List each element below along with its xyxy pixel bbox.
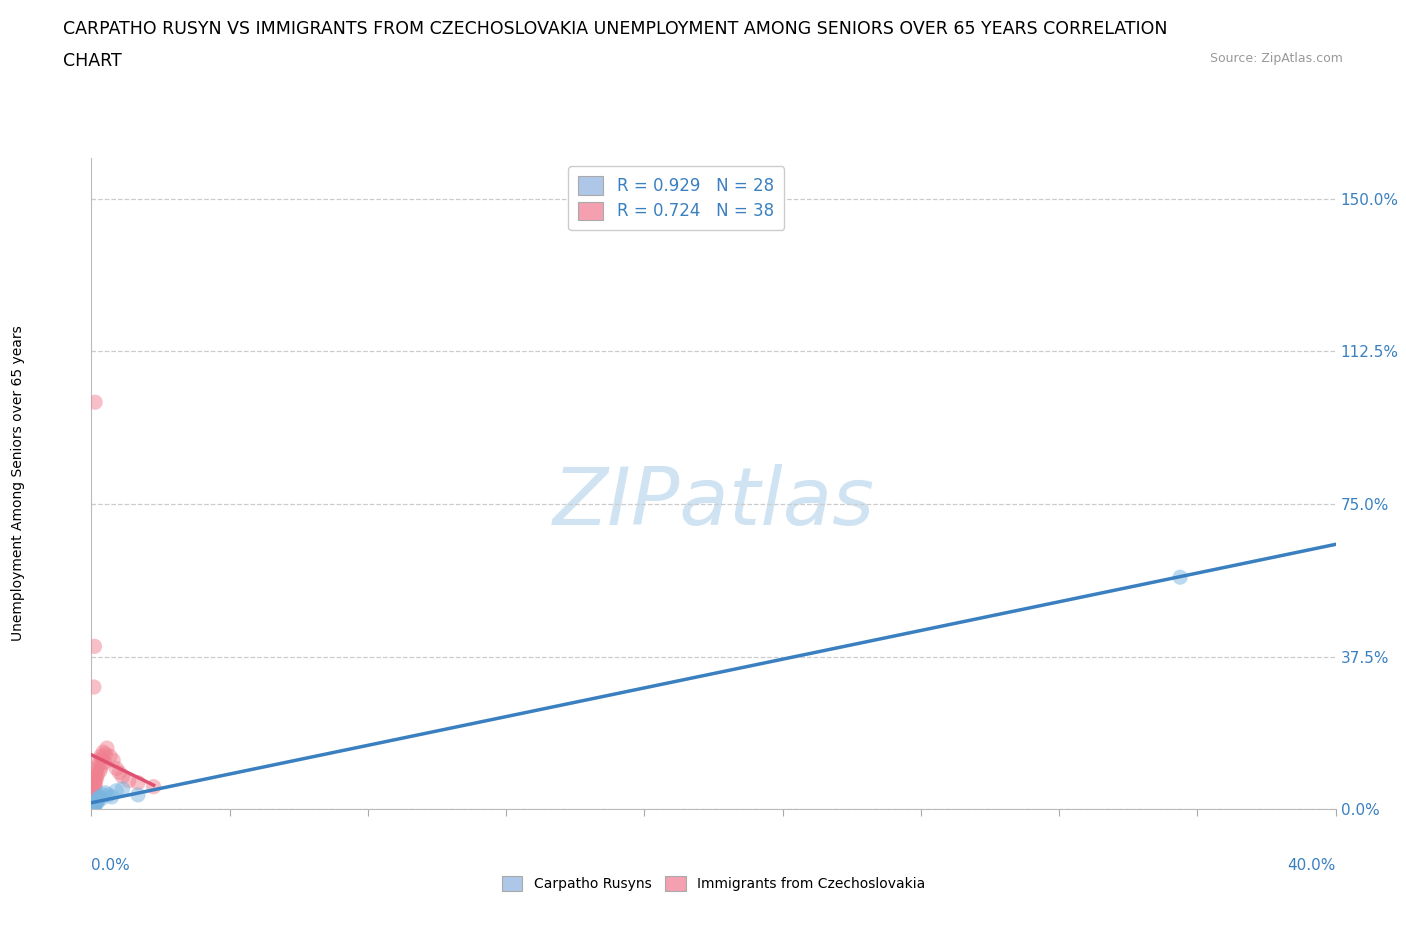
Point	[1168, 570, 1191, 585]
Point	[90, 791, 112, 806]
Point	[82, 795, 104, 810]
Point	[84, 795, 107, 810]
Point	[111, 781, 134, 796]
Point	[82, 799, 104, 814]
Point	[97, 788, 120, 803]
Point	[83, 783, 105, 798]
Point	[127, 788, 149, 803]
Point	[105, 761, 128, 776]
Point	[84, 394, 107, 409]
Legend: Carpatho Rusyns, Immigrants from Czechoslovakia: Carpatho Rusyns, Immigrants from Czechos…	[496, 870, 931, 897]
Point	[84, 796, 107, 811]
Point	[98, 749, 121, 764]
Point	[80, 798, 103, 813]
Point	[118, 773, 141, 788]
Point	[84, 793, 107, 808]
Point	[83, 797, 105, 812]
Point	[127, 776, 149, 790]
Point	[84, 769, 107, 784]
Point	[87, 753, 110, 768]
Point	[142, 779, 165, 794]
Point	[108, 765, 131, 780]
Point	[93, 755, 115, 770]
Point	[89, 790, 111, 804]
Point	[83, 798, 105, 813]
Text: 40.0%: 40.0%	[1288, 857, 1336, 873]
Text: CHART: CHART	[63, 52, 122, 70]
Point	[83, 798, 105, 813]
Point	[94, 747, 117, 762]
Point	[84, 777, 107, 792]
Text: Unemployment Among Seniors over 65 years: Unemployment Among Seniors over 65 years	[11, 326, 25, 642]
Point	[91, 788, 114, 803]
Point	[82, 800, 104, 815]
Point	[111, 769, 134, 784]
Point	[91, 745, 114, 760]
Point	[86, 761, 108, 776]
Point	[94, 785, 117, 800]
Text: CARPATHO RUSYN VS IMMIGRANTS FROM CZECHOSLOVAKIA UNEMPLOYMENT AMONG SENIORS OVER: CARPATHO RUSYN VS IMMIGRANTS FROM CZECHO…	[63, 20, 1168, 38]
Point	[82, 791, 104, 806]
Point	[82, 801, 104, 816]
Point	[80, 801, 103, 816]
Point	[83, 680, 105, 695]
Point	[82, 793, 104, 808]
Point	[90, 759, 112, 774]
Point	[90, 749, 112, 764]
Text: Source: ZipAtlas.com: Source: ZipAtlas.com	[1209, 52, 1343, 65]
Point	[83, 788, 105, 803]
Point	[83, 776, 105, 790]
Point	[86, 795, 108, 810]
Point	[82, 800, 104, 815]
Text: 0.0%: 0.0%	[91, 857, 131, 873]
Point	[83, 781, 105, 796]
Point	[86, 792, 108, 807]
Point	[91, 751, 114, 765]
Point	[82, 790, 104, 805]
Point	[89, 790, 111, 805]
Point	[96, 740, 118, 755]
Point	[84, 765, 107, 780]
Point	[86, 767, 108, 782]
Point	[89, 757, 111, 772]
Point	[89, 763, 111, 777]
Point	[83, 779, 105, 794]
Point	[84, 773, 107, 788]
Point	[86, 794, 108, 809]
Point	[86, 771, 108, 786]
Point	[101, 753, 124, 768]
Point	[83, 798, 105, 813]
Point	[83, 639, 105, 654]
Point	[83, 798, 105, 813]
Point	[105, 783, 128, 798]
Text: ZIPatlas: ZIPatlas	[553, 464, 875, 542]
Point	[100, 790, 122, 804]
Point	[87, 791, 110, 806]
